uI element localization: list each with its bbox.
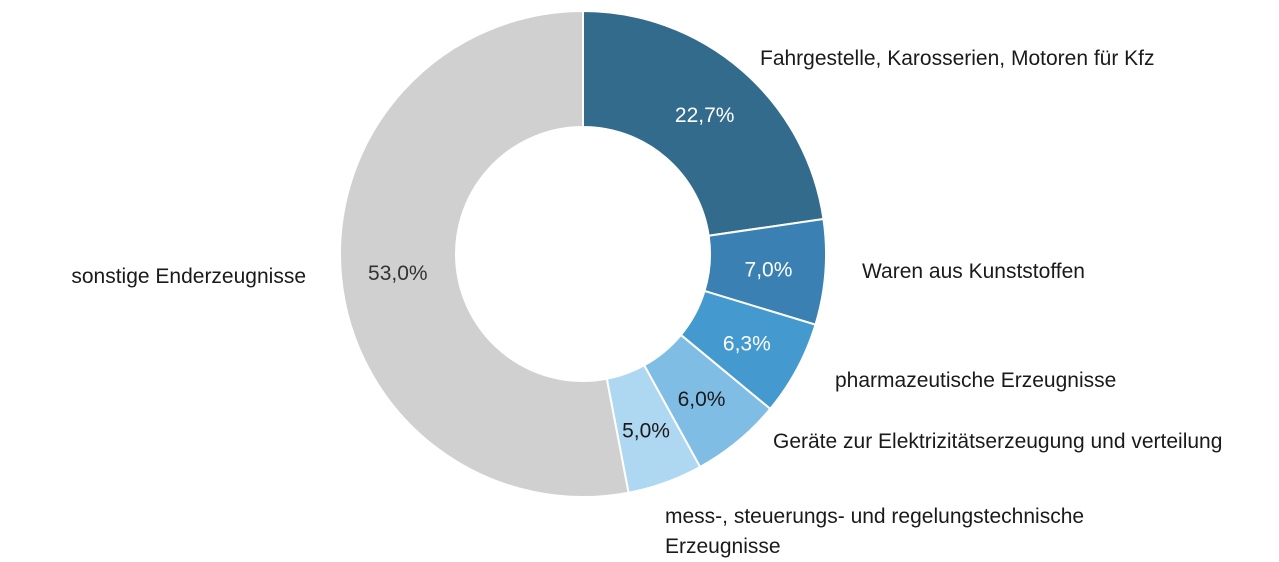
value-label: 53,0% — [368, 262, 428, 285]
donut-slice — [582, 9, 825, 237]
category-label: Geräte zur Elektrizitätserzeugung und ve… — [773, 430, 1223, 453]
category-label: sonstige Enderzeugnisse — [71, 265, 306, 288]
category-label: Fahrgestelle, Karosserien, Motoren für K… — [760, 47, 1155, 70]
donut-slice — [339, 9, 630, 498]
value-label: 22,7% — [675, 104, 735, 127]
category-label: mess-, steuerungs- und regelungstechnisc… — [665, 505, 1085, 558]
value-label: 5,0% — [622, 420, 670, 443]
value-label: 6,3% — [723, 333, 771, 356]
category-label: pharmazeutische Erzeugnisse — [835, 369, 1117, 392]
value-label: 7,0% — [745, 259, 793, 282]
value-label: 6,0% — [678, 388, 726, 411]
category-label: Waren aus Kunststoffen — [862, 260, 1085, 283]
